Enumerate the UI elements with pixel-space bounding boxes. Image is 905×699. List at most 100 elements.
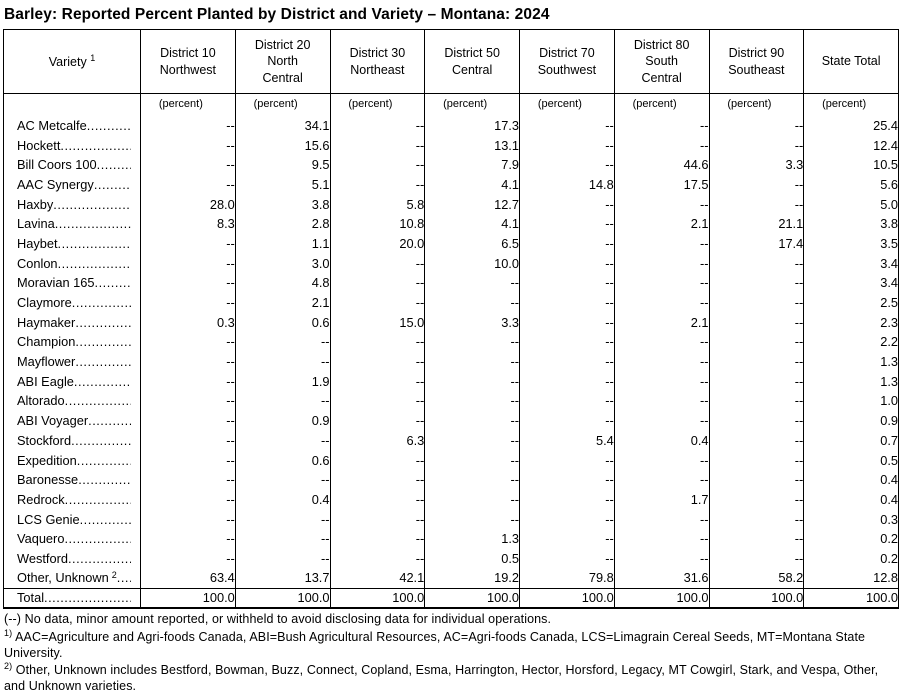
value-cell: -- [519, 135, 615, 155]
variety-cell: Vaquero.................................… [4, 529, 141, 549]
value-cell: 1.3 [803, 351, 899, 372]
column-header-3: District 50 Central [424, 29, 520, 94]
value-cell: -- [424, 273, 520, 293]
value-cell: 0.5 [803, 450, 899, 470]
dot-leader: ........................................… [64, 491, 131, 507]
value-cell: -- [708, 194, 804, 214]
variety-cell: Hockett.................................… [4, 135, 141, 155]
variety-label: Haymaker [17, 314, 76, 330]
value-cell: -- [519, 528, 615, 549]
footnote-3: 2) Other, Unknown includes Bestford, Bow… [4, 661, 879, 694]
variety-cell: AAC Synergy.............................… [4, 175, 141, 195]
value-cell: -- [708, 410, 804, 431]
value-cell: -- [424, 509, 520, 529]
value-cell: -- [708, 430, 804, 451]
value-cell: 20.0 [329, 233, 425, 254]
value-cell: 5.4 [519, 430, 615, 451]
dot-leader: ........................................… [57, 255, 131, 271]
unit-cell-2: (percent) [329, 93, 425, 116]
value-cell: -- [613, 115, 709, 136]
value-cell: -- [329, 548, 425, 569]
variety-wrap: LCS Genie...............................… [4, 512, 140, 527]
value-cell: 3.8 [234, 194, 330, 214]
variety-label: Hockett [17, 137, 61, 153]
variety-cell: Baronesse...............................… [4, 470, 141, 490]
value-cell: 2.1 [234, 292, 330, 313]
value-cell: -- [708, 489, 804, 510]
value-cell: -- [329, 332, 425, 352]
value-cell: -- [140, 253, 236, 273]
total-value-cell: 100.0 [234, 587, 330, 608]
page-title: Barley: Reported Percent Planted by Dist… [4, 6, 550, 23]
barley-table: Variety 1 District 10 Northwest District … [3, 29, 899, 609]
variety-label: Redrock [17, 491, 65, 507]
dot-leader: ........................................… [64, 393, 131, 409]
value-cell: -- [140, 351, 236, 372]
column-header-7: State Total [803, 29, 899, 94]
variety-label: Lavina [17, 216, 55, 232]
variety-wrap: Expedition..............................… [4, 453, 140, 468]
total-value-cell: 100.0 [424, 587, 520, 608]
dot-leader: ........................................… [86, 117, 131, 133]
table-row: ABI Eagle...............................… [4, 371, 899, 392]
variety-label: Stockford [17, 432, 72, 448]
value-cell: 8.3 [140, 213, 236, 234]
value-cell: 4.1 [424, 213, 520, 234]
column-header-2: District 30 Northeast [329, 29, 425, 94]
value-cell: -- [424, 430, 520, 451]
table-row: Conlon..................................… [4, 253, 899, 273]
value-cell: -- [613, 509, 709, 529]
value-cell: -- [708, 391, 804, 411]
value-cell: -- [519, 450, 615, 470]
table-row: AC Metcalfe.............................… [4, 115, 899, 136]
value-cell: -- [329, 154, 425, 175]
value-cell: -- [519, 410, 615, 431]
variety-label: LCS Genie [17, 511, 80, 527]
value-cell: -- [329, 410, 425, 431]
value-cell: -- [424, 371, 520, 392]
value-cell: 3.0 [234, 253, 330, 273]
variety-cell: Altorado................................… [4, 391, 141, 411]
dot-leader: ........................................… [79, 511, 131, 527]
variety-wrap: Haymaker................................… [4, 315, 140, 330]
value-cell: -- [708, 115, 804, 136]
dot-leader: ........................................… [75, 334, 131, 350]
value-cell: -- [329, 135, 425, 155]
value-cell: -- [424, 332, 520, 352]
variety-wrap: Stockford...............................… [4, 433, 140, 448]
value-cell: -- [613, 410, 709, 431]
value-cell: -- [708, 174, 804, 195]
value-cell: -- [424, 292, 520, 313]
value-cell: -- [519, 469, 615, 490]
table-row: AAC Synergy.............................… [4, 174, 899, 195]
value-cell: 0.4 [234, 489, 330, 510]
variety-label: Other, Unknown [17, 570, 109, 586]
dot-leader: ........................................… [78, 472, 131, 488]
variety-wrap: Mayflower...............................… [4, 354, 140, 369]
variety-wrap: ABI Eagle...............................… [4, 374, 140, 389]
variety-cell: LCS Genie...............................… [4, 509, 141, 529]
variety-label: AC Metcalfe [17, 117, 87, 133]
value-cell: -- [519, 548, 615, 569]
variety-label: Haxby [17, 196, 54, 212]
value-cell: -- [140, 391, 236, 411]
variety-cell: Bill Coors 100..........................… [4, 155, 141, 175]
dot-leader: ........................................… [71, 432, 131, 448]
column-header-0: District 10 Northwest [140, 29, 236, 94]
variety-wrap: Vaquero.................................… [4, 531, 140, 546]
value-cell: -- [519, 194, 615, 214]
value-cell: 13.7 [234, 568, 330, 588]
variety-label: Conlon [17, 255, 58, 271]
table-row: Lavina..................................… [4, 213, 899, 234]
dot-leader: ........................................… [64, 531, 131, 547]
value-cell: 44.6 [613, 154, 709, 175]
value-cell: 3.8 [803, 213, 899, 234]
variety-wrap: Westford................................… [4, 551, 140, 566]
total-value-cell: 100.0 [519, 587, 615, 608]
dot-leader: ........................................… [71, 295, 131, 311]
value-cell: -- [234, 469, 330, 490]
dot-leader: ........................................… [76, 452, 131, 468]
value-cell: -- [329, 528, 425, 549]
value-cell: -- [140, 174, 236, 195]
variety-cell: Redrock.................................… [4, 490, 141, 510]
